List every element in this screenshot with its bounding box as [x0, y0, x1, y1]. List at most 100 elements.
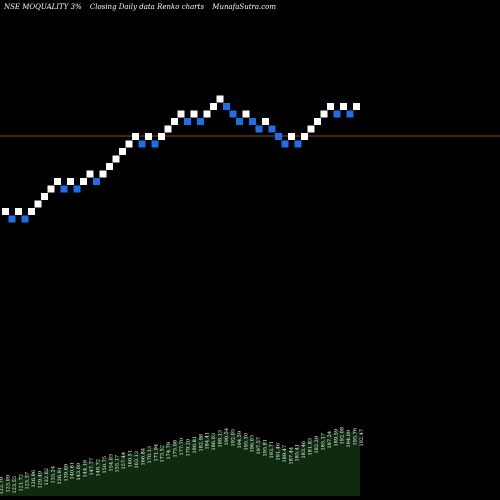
volume-label: 185.17 [320, 433, 326, 451]
volume-label: 194.59 [237, 431, 243, 449]
brick-up [80, 178, 87, 185]
brick-up [34, 200, 42, 208]
brick-down [249, 118, 256, 125]
symbol-label: NSE MOQUALITY 3% [4, 3, 82, 11]
brick-up [106, 163, 113, 170]
brick-up [54, 178, 61, 185]
volume-label: 147.77 [89, 458, 95, 476]
brick-up [41, 193, 48, 200]
volume-label: 139.69 [63, 464, 69, 482]
brick-down [21, 215, 29, 223]
volume-label: 148.72 [95, 459, 101, 477]
brick-down [255, 125, 263, 133]
volume-label: 144.18 [83, 460, 89, 478]
brick-up [2, 208, 9, 215]
volume-label: 196.03 [250, 435, 256, 453]
volume-label: 195.81 [263, 439, 269, 457]
volume-label: 191.46 [275, 443, 281, 461]
volume-label: 188.13 [218, 430, 224, 448]
brick-up [164, 125, 172, 133]
brick-down [8, 215, 16, 223]
brick-up [301, 133, 308, 140]
volume-label: 182.29 [314, 436, 320, 454]
volume-label: 175.08 [173, 440, 179, 458]
volume-label: 181.83 [308, 438, 314, 456]
chart-title: NSE MOQUALITY 3% Closing Daily data Renk… [4, 3, 276, 11]
volume-label: 166.84 [140, 448, 146, 466]
volume-label: 194.09 [346, 430, 352, 448]
brick-down [268, 125, 276, 133]
volume-label: 170.13 [147, 446, 153, 464]
volume-label: 183.46 [301, 441, 307, 459]
volume-label: 155.17 [115, 455, 121, 473]
volume-label: 193.71 [269, 441, 275, 459]
brick-up [145, 133, 152, 140]
brick-up [177, 110, 185, 118]
brick-up [353, 103, 360, 110]
brick-down [229, 110, 237, 118]
volume-area: 122.79 123.09 123.55 121.72 125.37 126.96 129.… [0, 427, 365, 496]
site-label: MunafaSutra.com [212, 3, 277, 11]
brick-down [223, 103, 230, 110]
brick-series [2, 95, 360, 223]
brick-up [203, 110, 211, 118]
brick-down [275, 133, 282, 140]
volume-label: 135.24 [50, 466, 56, 484]
brick-up [15, 208, 22, 215]
volume-label: 184.41 [205, 432, 211, 450]
volume-label: 171.94 [153, 444, 159, 462]
volume-label: 197.57 [256, 437, 262, 455]
volume-label: 150.75 [102, 456, 108, 474]
brick-up [171, 118, 178, 125]
volume-label: 163.13 [134, 451, 140, 469]
brick-up [262, 118, 269, 125]
volume-label: 132.62 [44, 468, 50, 486]
brick-down [151, 140, 159, 148]
volume-label: 123.55 [12, 476, 18, 494]
volume-label: 195.30 [243, 433, 249, 451]
volume-label: 136.91 [57, 467, 63, 485]
brick-up [47, 185, 55, 193]
brick-down [93, 178, 100, 185]
volume-label: 173.52 [160, 445, 166, 463]
brick-down [333, 110, 341, 118]
volume-label: 195.76 [353, 428, 359, 446]
volume-label: 143.09 [76, 463, 82, 481]
volume-label: 125.37 [25, 472, 31, 490]
volume-label: 180.81 [192, 436, 198, 454]
brick-up [119, 148, 126, 155]
brick-up [320, 110, 328, 118]
brick-down [236, 118, 243, 125]
brick-up [307, 125, 315, 133]
brick-down [184, 118, 191, 125]
volume-label: 129.49 [38, 471, 44, 489]
volume-label: 122.79 [0, 477, 5, 495]
volume-label: 189.59 [333, 429, 339, 447]
volume-label: 182.98 [198, 434, 204, 452]
brick-up [125, 140, 133, 148]
volume-label: 192.08 [340, 427, 346, 445]
brick-up [112, 155, 120, 163]
brick-up [99, 170, 107, 178]
volume-label: 187.44 [288, 447, 294, 465]
volume-label: 174.79 [166, 442, 172, 460]
volume-label: 187.24 [327, 431, 333, 449]
volume-label: 189.47 [282, 445, 288, 463]
brick-down [281, 140, 289, 148]
volume-label: 179.20 [185, 439, 191, 457]
volume-label: 192.05 [230, 429, 236, 447]
brick-up [288, 133, 295, 140]
brick-down [60, 185, 68, 193]
volume-label: 140.61 [70, 462, 76, 480]
brick-up [28, 208, 35, 215]
brick-up [327, 103, 334, 110]
brick-down [197, 118, 204, 125]
chart-kind-label: Closing Daily data Renko charts [89, 3, 205, 11]
volume-fill [0, 430, 360, 496]
brick-up [67, 178, 74, 185]
brick-up [190, 110, 198, 118]
brick-up [216, 95, 224, 103]
volume-label: 154.03 [108, 454, 114, 472]
brick-up [314, 118, 321, 125]
brick-up [132, 133, 139, 140]
